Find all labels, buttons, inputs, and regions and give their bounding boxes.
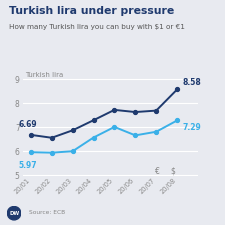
Text: 8.58: 8.58 — [183, 78, 201, 87]
Text: €: € — [155, 167, 160, 176]
Text: Turkish lira: Turkish lira — [25, 72, 63, 78]
Text: 6.69: 6.69 — [19, 120, 37, 129]
Text: 5.97: 5.97 — [19, 160, 37, 169]
Text: How many Turkish lira you can buy with $1 or €1: How many Turkish lira you can buy with $… — [9, 24, 185, 30]
Text: Turkish lira under pressure: Turkish lira under pressure — [9, 6, 174, 16]
Text: $: $ — [170, 167, 175, 176]
Text: 7.29: 7.29 — [183, 123, 201, 132]
Text: Source: ECB: Source: ECB — [29, 210, 65, 215]
Text: DW: DW — [9, 211, 19, 216]
Circle shape — [7, 207, 21, 220]
